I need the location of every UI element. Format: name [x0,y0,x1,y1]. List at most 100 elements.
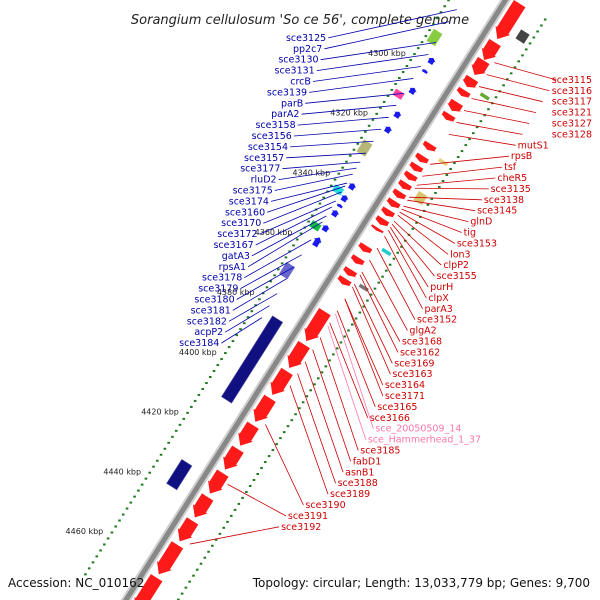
forward-gene-arrow [481,38,502,61]
scale-dot [390,88,394,91]
scale-dot [218,532,222,535]
scale-dot [307,220,310,223]
scale-dot [271,449,275,452]
forward-gene-arrow [440,110,457,123]
scale-dot [386,94,390,97]
right-label-leader [353,283,393,364]
left-label-leader [312,66,421,82]
scale-dot [354,317,358,320]
scale-dot [447,0,450,2]
forward-gene-arrow [286,340,311,369]
left-label-leader [247,221,323,268]
tick-label: 4420 kbp [141,408,179,417]
gene-label-right: sce3171 [385,391,425,402]
scale-dot [106,537,110,540]
scale-dot [420,41,424,44]
right-label-leader [399,211,456,244]
right-label-leader [422,166,503,177]
gene-label-left: sce3130 [278,55,318,66]
scale-dot [335,347,339,350]
scale-dot [401,71,405,74]
scale-dot [445,174,449,177]
reverse-gene-arrow [339,195,350,204]
rna-label: sce_20050509_14 [375,424,461,435]
scale-dot [475,126,479,129]
scale-dot [405,65,409,68]
scale-dot [298,407,301,410]
scale-dot [91,561,95,564]
right-label-leader [463,110,530,124]
reverse-gene-arrow [392,111,403,120]
right-label-leader [344,298,384,386]
scale-dot [264,461,267,464]
scale-dot [415,221,418,224]
forward-gene-arrow [156,540,184,575]
gene-label-right: sce3121 [552,108,592,119]
reverse-gene-arrow [383,126,394,135]
forward-gene-arrow [356,241,373,255]
scale-dot [282,431,286,434]
gene-label-right: mutS1 [518,140,549,151]
gene-label-right: sce3155 [437,271,477,282]
scale-dot [190,405,193,408]
scale-dot [358,311,362,314]
scale-dot [254,304,257,307]
right-label-leader [401,208,462,233]
long-reverse-gene [221,315,284,404]
scale-dot [235,334,239,337]
scale-dot [379,106,382,109]
scale-dot [313,383,316,386]
scale-dot [385,269,388,272]
right-label-leader [336,310,376,408]
forward-gene-arrow [494,0,527,40]
gene-label-left: sce3131 [275,66,315,77]
scale-dot [472,132,475,135]
gene-label-left: sce3181 [191,305,231,316]
scale-dot [129,501,133,504]
scale-dot [528,42,532,45]
scale-dot [275,443,278,446]
gene-label-left: rpsA1 [219,262,246,273]
forward-gene-arrow [369,223,385,235]
feature-block [479,92,490,101]
scale-dot [413,53,416,56]
scale-dot [409,59,412,62]
gene-label-right: cheR5 [497,173,527,184]
scale-dot [392,257,396,260]
feature-block [426,28,443,47]
left-label-leader [324,21,450,50]
forward-gene-arrow [341,265,358,278]
forward-gene-arrow [396,178,413,192]
scale-dot [377,281,381,284]
scale-dot [333,178,337,181]
gene-label-right: sce3190 [305,500,345,511]
forward-gene-arrow [222,444,245,471]
right-label-leader [384,235,423,309]
scale-dot [252,478,256,481]
scale-dot [288,250,291,253]
scale-dot [371,118,375,121]
scale-dot [216,364,220,367]
tick-label: 4400 kbp [179,348,217,357]
scale-dot [309,389,312,392]
scale-dot [99,549,102,552]
scale-dot [356,142,360,145]
right-label-leader [265,424,304,506]
scale-dot [343,335,347,338]
gene-label-left: sce3160 [225,207,265,218]
genome-title: Sorangium cellulosum 'So ce 56', complet… [131,13,469,28]
forward-gene-arrow [390,187,407,201]
right-label-leader [494,62,557,81]
scale-dot [256,473,260,476]
scale-dot [152,465,155,468]
scale-dot [133,495,136,498]
left-label-leader [244,239,312,279]
right-label-leader [416,177,496,186]
scale-dot [375,112,378,115]
forward-gene-arrow [385,196,402,210]
scale-dot [521,54,524,57]
feature-block [515,29,530,44]
right-label-leader [471,98,537,113]
